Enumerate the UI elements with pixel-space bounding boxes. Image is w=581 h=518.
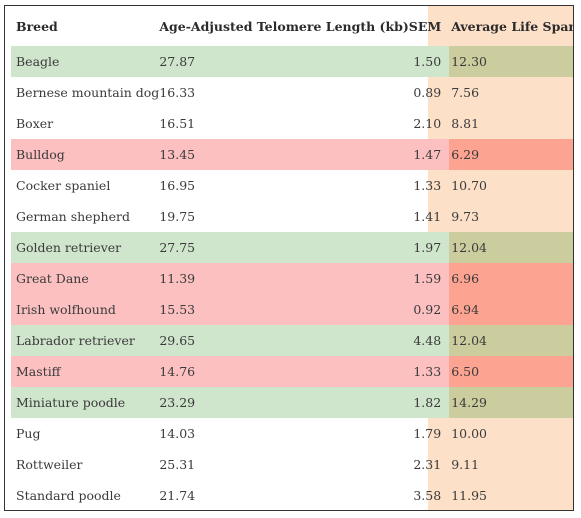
- breed-cell: Rottweiler: [16, 457, 83, 472]
- table-row: German shepherd 19.75 1.41 9.73: [11, 201, 573, 232]
- telomere-cell: 27.75: [159, 232, 409, 263]
- table-row: Pug 14.03 1.79 10.00: [11, 418, 573, 449]
- table-row: Cocker spaniel 16.95 1.33 10.70: [11, 170, 573, 201]
- sem-cell: 1.79: [413, 426, 442, 441]
- sem-cell: 1.97: [408, 232, 450, 263]
- table-row: Beagle 27.87 1.50 12.30: [11, 46, 573, 77]
- breed-cell: Bernese mountain dog: [16, 85, 160, 100]
- telomere-cell: 16.51: [159, 116, 196, 131]
- sem-cell: 4.48: [408, 325, 450, 356]
- telomere-cell: 23.29: [159, 387, 409, 418]
- table-body: Beagle 27.87 1.50 12.30 Bernese mountain dog…: [11, 46, 573, 510]
- header-breed: Breed: [16, 18, 58, 34]
- header-life-span: Average Life Span (Years): [451, 18, 573, 34]
- telomere-cell: 21.74: [159, 488, 196, 503]
- breed-cell: Great Dane: [11, 263, 160, 294]
- breed-cell: Standard poodle: [16, 488, 121, 503]
- table-frame: Breed Age-Adjusted Telomere Length (kb) …: [4, 5, 574, 511]
- telomere-cell: 19.75: [159, 209, 196, 224]
- sem-cell: 1.50: [408, 46, 450, 77]
- table-row: Labrador retriever 29.65 4.48 12.04: [11, 325, 573, 356]
- header-telomere: Age-Adjusted Telomere Length (kb): [159, 18, 409, 34]
- life-span-cell: 6.50: [449, 356, 573, 387]
- breed-cell: Mastiff: [11, 356, 160, 387]
- life-span-cell: 6.94: [449, 294, 573, 325]
- sem-cell: 0.89: [413, 85, 442, 100]
- breed-cell: Beagle: [11, 46, 160, 77]
- telomere-cell: 29.65: [159, 325, 409, 356]
- life-span-cell: 6.96: [449, 263, 573, 294]
- sem-cell: 1.41: [413, 209, 442, 224]
- life-span-cell: 6.29: [449, 139, 573, 170]
- table-row: Golden retriever 27.75 1.97 12.04: [11, 232, 573, 263]
- telomere-cell: 13.45: [159, 139, 409, 170]
- sem-cell: 2.10: [413, 116, 442, 131]
- table-row: Standard poodle 21.74 3.58 11.95: [11, 480, 573, 510]
- sem-cell: 0.92: [408, 294, 450, 325]
- life-span-cell: 12.04: [449, 325, 573, 356]
- breed-cell: Boxer: [16, 116, 54, 131]
- telomere-cell: 14.76: [159, 356, 409, 387]
- breed-cell: Miniature poodle: [11, 387, 160, 418]
- life-span-cell: 9.11: [451, 457, 480, 472]
- life-span-cell: 8.81: [451, 116, 480, 131]
- table-row: Miniature poodle 23.29 1.82 14.29: [11, 387, 573, 418]
- life-span-cell: 12.30: [449, 46, 573, 77]
- breed-cell: Cocker spaniel: [16, 178, 111, 193]
- breed-cell: Irish wolfhound: [11, 294, 160, 325]
- telomere-cell: 16.33: [159, 85, 196, 100]
- table-row: Mastiff 14.76 1.33 6.50: [11, 356, 573, 387]
- table-row: Great Dane 11.39 1.59 6.96: [11, 263, 573, 294]
- breed-cell: Labrador retriever: [11, 325, 160, 356]
- life-span-cell: 10.00: [451, 426, 487, 441]
- life-span-cell: 10.70: [451, 178, 487, 193]
- header-sem: SEM: [408, 18, 442, 34]
- life-span-cell: 7.56: [451, 85, 480, 100]
- table-row: Rottweiler 25.31 2.31 9.11: [11, 449, 573, 480]
- breed-cell: Pug: [16, 426, 41, 441]
- table-row: Bernese mountain dog 16.33 0.89 7.56: [11, 77, 573, 108]
- sem-cell: 1.59: [408, 263, 450, 294]
- life-span-cell: 11.95: [451, 488, 487, 503]
- sem-cell: 2.31: [413, 457, 442, 472]
- sem-cell: 1.33: [413, 178, 442, 193]
- telomere-cell: 15.53: [159, 294, 409, 325]
- life-span-cell: 9.73: [451, 209, 480, 224]
- telomere-cell: 11.39: [159, 263, 409, 294]
- sem-cell: 1.82: [408, 387, 450, 418]
- table-row: Boxer 16.51 2.10 8.81: [11, 108, 573, 139]
- breed-cell: Golden retriever: [11, 232, 160, 263]
- breed-cell: Bulldog: [11, 139, 160, 170]
- telomere-cell: 27.87: [159, 46, 409, 77]
- breed-cell: German shepherd: [16, 209, 130, 224]
- life-span-cell: 14.29: [449, 387, 573, 418]
- breed-telomere-table: Breed Age-Adjusted Telomere Length (kb) …: [11, 6, 573, 510]
- table-header-row: Breed Age-Adjusted Telomere Length (kb) …: [11, 6, 573, 46]
- sem-cell: 1.33: [408, 356, 450, 387]
- table-row: Irish wolfhound 15.53 0.92 6.94: [11, 294, 573, 325]
- telomere-cell: 16.95: [159, 178, 196, 193]
- telomere-cell: 14.03: [159, 426, 196, 441]
- sem-cell: 3.58: [413, 488, 442, 503]
- sem-cell: 1.47: [408, 139, 450, 170]
- telomere-cell: 25.31: [159, 457, 196, 472]
- table-row: Bulldog 13.45 1.47 6.29: [11, 139, 573, 170]
- life-span-cell: 12.04: [449, 232, 573, 263]
